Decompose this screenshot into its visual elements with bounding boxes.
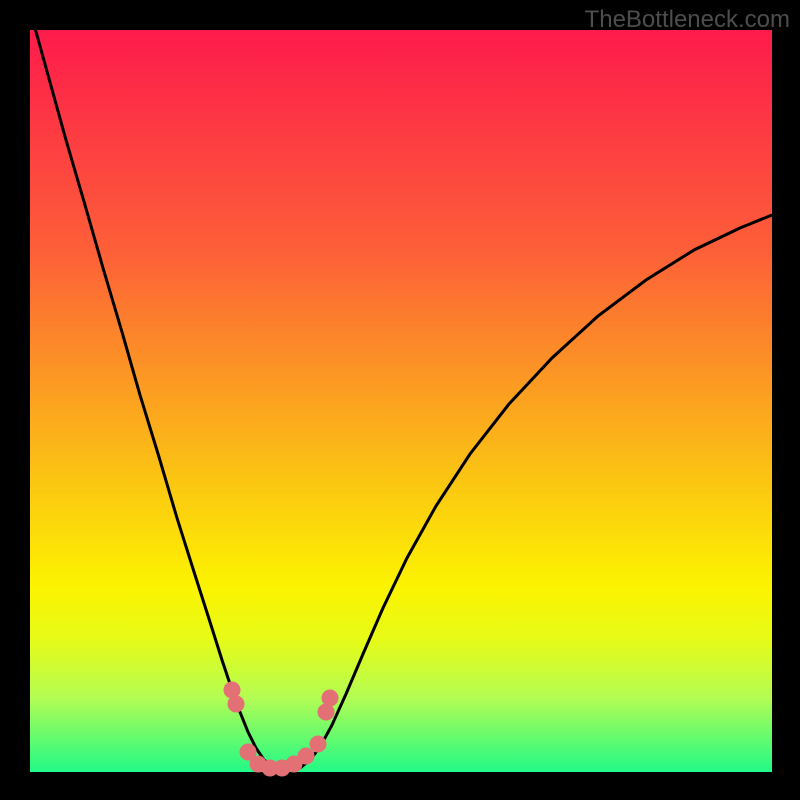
plot-area [30,30,772,772]
watermark-text: TheBottleneck.com [585,6,790,34]
